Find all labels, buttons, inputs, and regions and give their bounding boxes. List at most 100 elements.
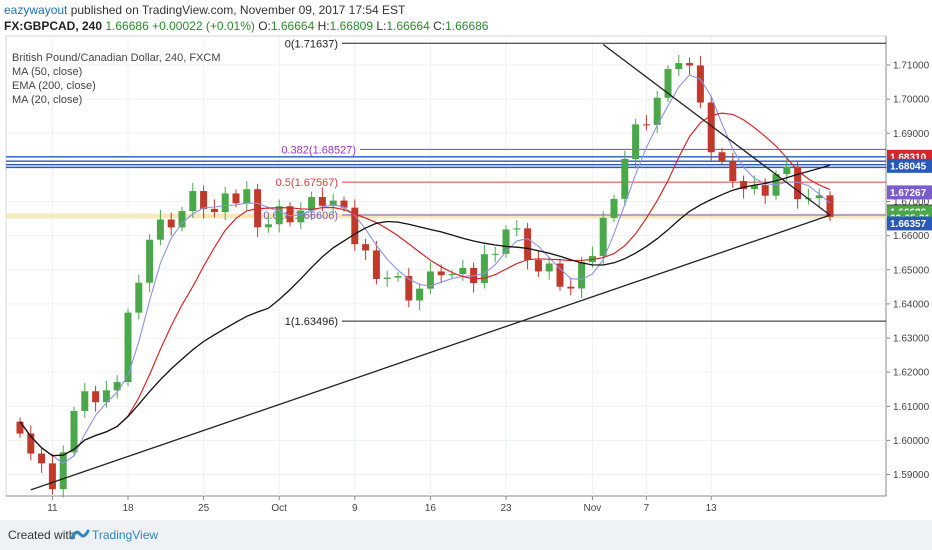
candle-up [264,224,272,228]
candle-up [545,263,553,272]
candle-up [70,410,78,453]
candle-up [675,63,683,70]
price-tag-bg [887,185,932,200]
x-tick-label: Nov [584,503,602,514]
candle-down [16,421,24,434]
x-tick-label: 7 [644,503,650,514]
ma50-line [19,112,831,457]
publish-line: eazywayout published on TradingView.com,… [4,3,405,17]
x-tick-label: Oct [271,503,287,514]
y-tick-label: 1.59000 [893,470,930,481]
publish-text: published on TradingView.com, November 0… [67,3,406,17]
candle-up [599,217,607,257]
candle-up [383,277,391,279]
candle-up [329,200,337,206]
candle-up [81,391,89,411]
plot-area [5,35,887,497]
low-value: 1.66664 [386,19,430,33]
candle-down [340,200,348,208]
y-tick-label: 1.66000 [893,231,930,242]
support-zone [6,213,886,219]
price-tag-bg [887,158,932,173]
chart-title: British Pound/Canadian Dollar, 240, FXCM [12,52,221,64]
candle-up [275,206,283,225]
fib-level-label: 1(1.63496) [285,316,338,328]
candle-down [48,463,56,490]
x-tick-label: 13 [706,503,718,514]
price-chart[interactable]: 1.710001.700001.690001.680001.670001.660… [0,34,932,520]
ema200-line [19,164,831,457]
candle-down [167,219,175,228]
tradingview-logo-icon[interactable] [70,526,90,542]
candle-up [621,158,629,199]
candle-up [459,267,467,275]
candle-down [524,228,532,260]
price-tag-label: 1.68045 [890,161,927,172]
candle-down [437,271,445,276]
candle-up [156,219,164,240]
candle-down [642,124,650,126]
candle-up [308,197,316,211]
candle-down [740,181,748,189]
candle-down [210,208,218,213]
candle-up [513,228,521,230]
candle-up [124,312,132,383]
candle-up [664,69,672,98]
x-tick-label: 25 [198,503,210,514]
x-tick-label: 16 [425,503,437,514]
y-tick-label: 1.70000 [893,95,930,106]
resistance-trendline [602,44,831,216]
candle-up [491,253,499,255]
ma20-line [19,74,831,465]
candle-down [92,391,100,403]
symbol-label: FX:GBPCAD, 240 [4,19,103,33]
high-label: H: [317,19,330,33]
created-with-text: Created with [8,528,76,542]
candle-up [113,382,121,391]
fib-level-label: 0.382(1.68527) [281,144,356,156]
candle-down [200,191,208,209]
candle-down [718,152,726,161]
last-price: 1.66686 [105,19,149,33]
tradingview-brand[interactable]: TradingView [92,528,159,542]
x-tick-label: 23 [500,503,512,514]
y-tick-label: 1.64000 [893,299,930,310]
candle-down [286,206,294,223]
price-change: +0.00022 (+0.01%) [152,19,255,33]
candle-up [783,166,791,175]
fib-level-label: 0.5(1.67567) [276,177,338,189]
candle-down [556,263,564,287]
candle-up [135,282,143,313]
candle-down [696,65,704,103]
fib-level-label: 0(1.71637) [285,38,338,50]
candle-down [38,453,46,464]
legend-ma50[interactable]: MA (50, close) [12,66,83,78]
author-link[interactable]: eazywayout [4,3,68,17]
y-tick-label: 1.63000 [893,334,930,345]
y-tick-label: 1.69000 [893,129,930,140]
close-label: C: [433,19,446,33]
legend-ema200[interactable]: EMA (200, close) [12,80,96,92]
price-tag-label: 1.67267 [890,188,927,199]
candle-up [102,390,110,403]
candle-up [815,195,823,199]
candle-up [480,254,488,284]
candle-up [416,288,424,301]
open-label: O: [258,19,271,33]
candle-down [405,276,413,301]
legend-ma20[interactable]: MA (20, close) [12,94,83,106]
candle-up [426,271,434,289]
y-tick-label: 1.62000 [893,368,930,379]
x-tick-label: 18 [122,503,134,514]
candle-up [146,239,154,283]
y-tick-label: 1.65000 [893,265,930,276]
candle-down [794,166,802,200]
candle-down [318,197,326,206]
candle-up [448,274,456,276]
candle-up [59,452,67,490]
candle-up [632,124,640,159]
price-tag-bg [887,216,932,231]
candle-up [610,198,618,218]
candle-up [178,211,186,228]
candle-down [761,185,769,196]
